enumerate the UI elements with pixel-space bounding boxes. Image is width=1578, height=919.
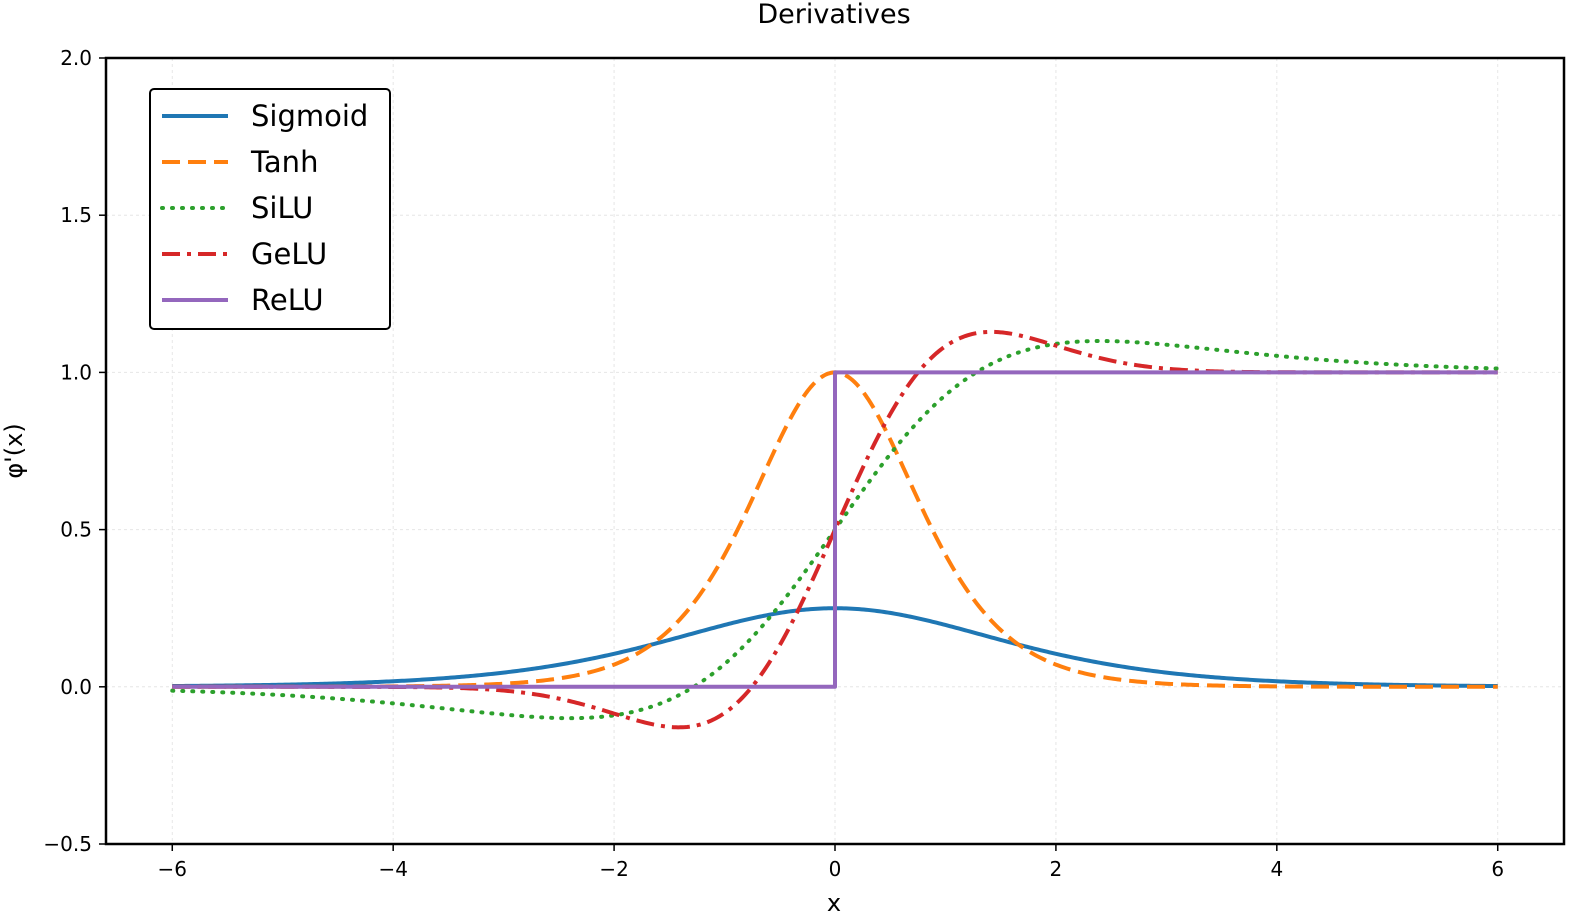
x-tick-label: −6	[158, 857, 187, 881]
x-tick-label: 2	[1050, 857, 1063, 881]
x-tick-label: −2	[599, 857, 628, 881]
x-tick-label: 4	[1270, 857, 1283, 881]
legend-label-sigmoid: Sigmoid	[251, 99, 368, 133]
x-axis-ticks: −6 −4 −2 0 2 4 6	[158, 844, 1504, 881]
y-tick-label: 1.0	[60, 360, 92, 384]
y-axis-title: φ'(x)	[0, 423, 28, 478]
chart-title: Derivatives	[757, 0, 910, 30]
x-tick-label: 6	[1491, 857, 1504, 881]
y-axis-ticks: −0.5 0.0 0.5 1.0 1.5 2.0	[43, 46, 106, 856]
legend-label-relu: ReLU	[251, 283, 324, 317]
legend-label-silu: SiLU	[251, 191, 313, 225]
series-line-relu	[172, 370, 1498, 689]
x-axis-title: x	[827, 889, 841, 917]
y-tick-label: 0.0	[60, 675, 92, 699]
legend: Sigmoid Tanh SiLU GeLU ReLU	[149, 88, 391, 330]
series-lines	[170, 329, 1500, 730]
y-tick-label: −0.5	[43, 832, 92, 856]
legend-label-tanh: Tanh	[250, 145, 318, 179]
x-tick-label: −4	[378, 857, 407, 881]
y-tick-label: 2.0	[60, 46, 92, 70]
legend-label-gelu: GeLU	[251, 237, 327, 271]
x-tick-label: 0	[829, 857, 842, 881]
legend-box	[149, 88, 391, 330]
y-tick-label: 1.5	[60, 203, 92, 227]
y-tick-label: 0.5	[60, 518, 92, 542]
